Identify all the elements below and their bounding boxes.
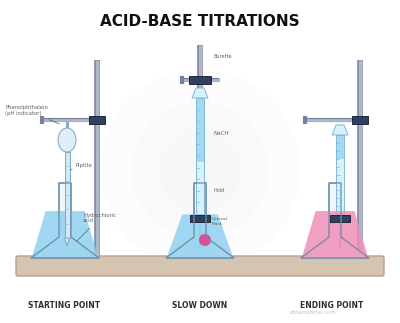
- Polygon shape: [332, 125, 348, 135]
- Text: Burette: Burette: [214, 54, 232, 59]
- Text: ACID-BASE TITRATIONS: ACID-BASE TITRATIONS: [100, 15, 300, 29]
- Bar: [189, 76, 211, 84]
- Circle shape: [100, 70, 300, 270]
- Bar: [190, 214, 210, 222]
- Bar: [64, 152, 70, 238]
- Circle shape: [160, 130, 240, 210]
- Bar: [89, 116, 105, 124]
- Bar: [196, 98, 204, 214]
- Polygon shape: [167, 214, 233, 257]
- Polygon shape: [192, 88, 208, 98]
- Text: Hydrochloric
acid: Hydrochloric acid: [77, 213, 116, 241]
- Text: NaCH: NaCH: [214, 131, 230, 136]
- Bar: [336, 135, 344, 214]
- Polygon shape: [166, 183, 234, 258]
- Bar: [196, 99, 204, 162]
- Text: ENDING POINT: ENDING POINT: [300, 300, 364, 309]
- FancyBboxPatch shape: [16, 256, 384, 276]
- Text: Phenolphthalein
(pH indicator): Phenolphthalein (pH indicator): [5, 105, 60, 124]
- Text: Hold: Hold: [214, 188, 225, 193]
- Text: Conical
Flask: Conical Flask: [212, 217, 228, 226]
- Circle shape: [199, 234, 211, 246]
- Text: dreamstime.com: dreamstime.com: [290, 309, 337, 315]
- Ellipse shape: [58, 128, 76, 152]
- Polygon shape: [301, 183, 369, 258]
- Text: Pipitte: Pipitte: [70, 162, 92, 170]
- Bar: [352, 116, 368, 124]
- Text: STARTING POINT: STARTING POINT: [28, 300, 100, 309]
- Bar: [330, 214, 350, 222]
- Bar: [336, 136, 344, 159]
- Polygon shape: [64, 238, 70, 246]
- Polygon shape: [302, 211, 368, 257]
- Circle shape: [132, 102, 268, 238]
- Text: SLOW DOWN: SLOW DOWN: [172, 300, 228, 309]
- Polygon shape: [32, 211, 98, 257]
- Polygon shape: [31, 183, 99, 258]
